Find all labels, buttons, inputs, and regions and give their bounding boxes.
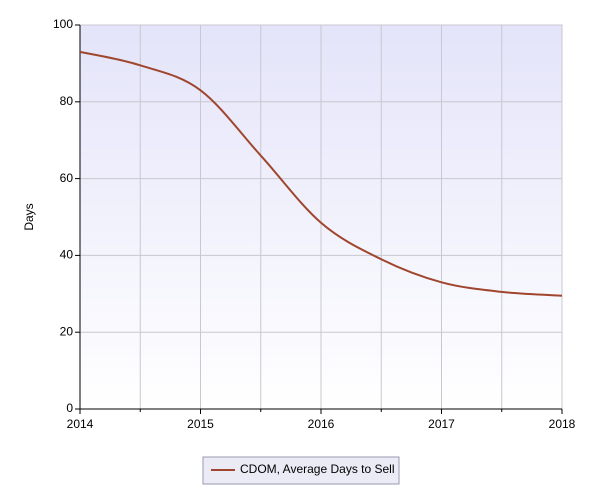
y-tick-label: 60 xyxy=(60,171,74,185)
y-tick-label: 0 xyxy=(66,401,73,415)
y-tick-label: 80 xyxy=(60,94,74,108)
data-line xyxy=(79,50,563,297)
y-tick-label: 100 xyxy=(53,17,73,31)
y-tick-label: 20 xyxy=(60,324,74,338)
x-tick-label: 2018 xyxy=(549,417,576,431)
y-tick-label: 40 xyxy=(60,248,74,262)
x-tick-label: 2014 xyxy=(67,417,94,431)
legend-label: CDOM, Average Days to Sell xyxy=(240,462,395,476)
x-tick-label: 2015 xyxy=(187,417,214,431)
y-axis-label: Days xyxy=(22,203,36,230)
legend xyxy=(202,456,400,485)
x-tick-label: 2016 xyxy=(308,417,335,431)
x-tick-label: 2017 xyxy=(428,417,455,431)
